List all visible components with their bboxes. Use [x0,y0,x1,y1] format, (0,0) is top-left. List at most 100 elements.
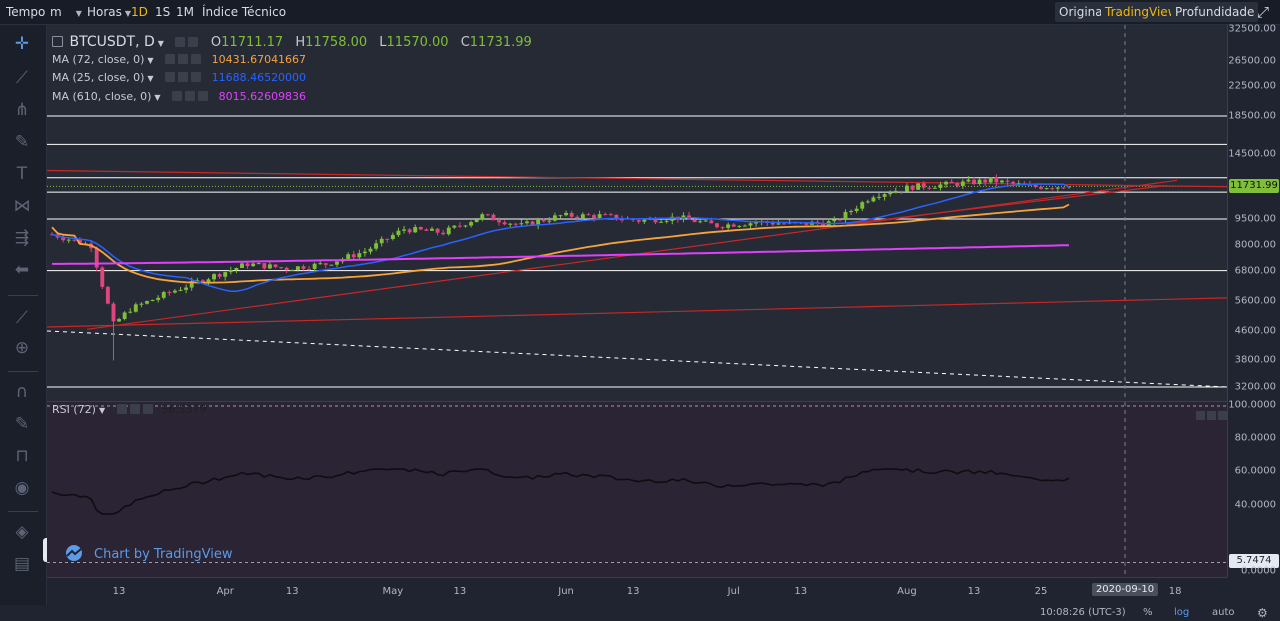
price-pane[interactable] [47,25,1227,401]
log-scale-button[interactable]: log [1174,607,1190,618]
toolbar-divider [8,511,38,512]
symbol-label[interactable]: BTCUSDT, D [69,34,155,50]
view-tradingview-button[interactable]: TradingView [1101,2,1182,22]
bottom-bar: 10:08:26 (UTC-3) % log auto ⚙ [0,605,1280,621]
interval-1s-button[interactable]: 1S [155,5,171,19]
symbol-controls [175,36,201,49]
candle-body [178,289,183,291]
pane-maximize-icon[interactable] [1207,411,1216,420]
prediction-icon[interactable]: ⇶ [14,228,30,248]
ma610-line [52,244,1070,265]
price-axis[interactable]: 32500.00 26500.00 22500.00 18500.00 14500.00… [1227,24,1280,577]
ma610-name[interactable]: MA (610, close, 0) [52,90,152,103]
indicators-button[interactable]: Índice Técnico [202,5,287,19]
zoom-icon[interactable]: ⊕ [14,338,30,358]
rsi-axis-tick: 60.0000 [1234,465,1276,477]
candle-body [262,263,267,269]
chevron-down-icon[interactable]: ▼ [98,406,106,415]
hours-dropdown[interactable]: Horas ▼ [84,0,134,24]
price-axis-tick: 4600.00 [1234,325,1276,337]
magnet-icon[interactable]: ∩ [15,382,29,402]
candle-body [603,214,608,216]
candle-body [402,229,406,231]
percent-scale-button[interactable]: % [1143,607,1153,618]
close-icon[interactable] [142,404,153,414]
chevron-down-icon[interactable]: ▼ [157,39,164,48]
ohlc-values: O11711.17 H11758.00 L11570.00 C11731.99 [211,35,532,50]
pane-close-icon[interactable] [1218,411,1227,420]
brush-icon[interactable]: ✎ [14,132,30,152]
hide-icon[interactable] [188,37,199,47]
candle-body [200,280,205,283]
settings-icon[interactable] [165,72,176,82]
candle-body [944,181,949,185]
candle-body [536,219,541,226]
hide-icon[interactable] [185,91,196,101]
eye-icon[interactable]: ◉ [14,478,30,498]
candle-body [273,264,278,268]
rsi-pane[interactable] [47,401,1227,578]
rsi-line [51,468,1070,515]
trash-icon[interactable]: ▤ [13,554,31,574]
hide-icon[interactable] [178,72,189,82]
settings-icon[interactable] [116,404,127,414]
time-axis[interactable]: 13 Apr 13 May 13 Jun 13 Jul 13 Aug 13 25 18 2020-09-… [47,577,1227,606]
close-icon[interactable] [191,72,202,82]
candle-body [240,263,244,269]
candle-body [100,267,105,287]
support-dashed-line [47,330,1227,388]
rsi-controls [116,403,156,416]
layers-icon[interactable]: ◈ [15,522,29,542]
candle-body [966,179,971,182]
fullscreen-icon[interactable]: ⤢ [1257,3,1270,21]
interval-dropdown[interactable]: m ▼ [47,0,85,24]
candle-body [1055,187,1060,189]
candle-body [156,297,161,300]
time-axis-tick: May [382,586,404,597]
ma25-value: 11688.46520000 [211,71,307,84]
interval-1m-button[interactable]: 1M [176,5,194,19]
candle-body [726,224,731,228]
candle-body [949,181,954,184]
hide-icon[interactable] [129,404,140,414]
pattern-icon[interactable]: ⋈ [13,196,31,216]
close-icon[interactable] [198,91,209,101]
gear-icon[interactable]: ⚙ [1257,606,1268,620]
pane-up-icon[interactable] [1196,411,1205,420]
lock-drawing-icon[interactable]: ✎ [14,414,30,434]
view-depth-button[interactable]: Profundidade [1171,2,1259,22]
candle-body [105,286,110,304]
candle-body [251,263,256,267]
candle-body [608,214,613,216]
interval-1d-button[interactable]: 1D [131,5,148,19]
time-axis-tick: 13 [626,586,640,597]
chevron-down-icon[interactable]: ▼ [147,56,154,65]
tradingview-watermark[interactable]: Chart by TradingView [62,545,232,562]
text-icon[interactable]: T [16,164,28,184]
ma72-name[interactable]: MA (72, close, 0) [52,53,145,66]
chart-type-icon[interactable] [52,36,63,47]
trend-line-icon[interactable]: ⟋ [16,68,28,88]
hide-icon[interactable] [178,54,189,64]
back-arrow-icon[interactable]: ⬅ [14,260,30,280]
ma25-name[interactable]: MA (25, close, 0) [52,71,145,84]
ma610-value: 8015.62609836 [218,90,307,103]
view-original-button[interactable]: Original [1055,2,1110,22]
auto-scale-button[interactable]: auto [1212,607,1235,618]
pitchfork-icon[interactable]: ⋔ [14,100,30,120]
candle-body [776,223,781,225]
time-axis-tick: 13 [453,586,467,597]
settings-icon[interactable] [165,54,176,64]
chevron-down-icon[interactable]: ▼ [147,74,154,83]
rsi-name[interactable]: RSI (72) [52,403,96,416]
close-icon[interactable] [191,54,202,64]
settings-icon[interactable] [175,37,186,47]
chevron-down-icon[interactable]: ▼ [154,93,161,102]
rsi-axis-tick: 0.0000 [1241,565,1276,577]
toolbar-divider [8,371,38,372]
candle-body [983,179,988,183]
crosshair-icon[interactable]: ✛ [14,34,30,54]
ruler-icon[interactable]: ⟋ [16,308,28,328]
lock-icon[interactable]: ⊓ [15,446,29,466]
settings-icon[interactable] [172,91,183,101]
